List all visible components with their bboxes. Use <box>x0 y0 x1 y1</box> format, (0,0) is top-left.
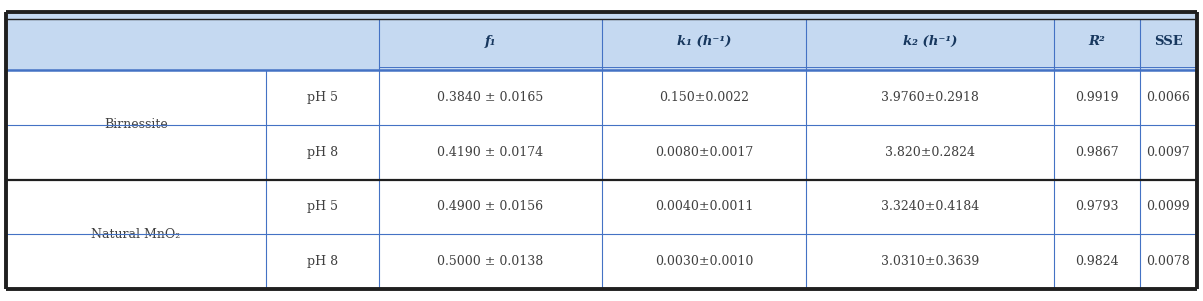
Text: 0.150±0.0022: 0.150±0.0022 <box>659 91 749 104</box>
Text: 3.3240±0.4184: 3.3240±0.4184 <box>881 200 979 213</box>
Text: 0.0097: 0.0097 <box>1146 146 1190 159</box>
Text: 0.9793: 0.9793 <box>1075 200 1119 213</box>
Bar <box>6 12 1197 70</box>
Text: pH 5: pH 5 <box>307 91 338 104</box>
Bar <box>6 70 1197 125</box>
Text: 0.0030±0.0010: 0.0030±0.0010 <box>654 255 753 268</box>
Text: 0.5000 ± 0.0138: 0.5000 ± 0.0138 <box>437 255 544 268</box>
Bar <box>6 180 1197 234</box>
Text: pH 8: pH 8 <box>307 146 338 159</box>
Bar <box>6 125 1197 180</box>
Text: 0.4190 ± 0.0174: 0.4190 ± 0.0174 <box>437 146 544 159</box>
Text: 3.820±0.2824: 3.820±0.2824 <box>885 146 976 159</box>
Text: pH 8: pH 8 <box>307 255 338 268</box>
Text: Birnessite: Birnessite <box>103 118 167 131</box>
Text: 3.9760±0.2918: 3.9760±0.2918 <box>882 91 979 104</box>
Text: 0.0066: 0.0066 <box>1146 91 1190 104</box>
Text: 0.0078: 0.0078 <box>1146 255 1190 268</box>
Text: 0.0099: 0.0099 <box>1146 200 1190 213</box>
Text: 0.9919: 0.9919 <box>1075 91 1119 104</box>
Text: k₂ (h⁻¹): k₂ (h⁻¹) <box>903 35 958 48</box>
Text: 0.0080±0.0017: 0.0080±0.0017 <box>654 146 753 159</box>
Text: 0.9824: 0.9824 <box>1075 255 1119 268</box>
Text: Natural MnO₂: Natural MnO₂ <box>91 228 180 241</box>
Text: 0.9867: 0.9867 <box>1075 146 1119 159</box>
Text: 3.0310±0.3639: 3.0310±0.3639 <box>881 255 979 268</box>
Text: k₁ (h⁻¹): k₁ (h⁻¹) <box>677 35 731 48</box>
Text: 0.4900 ± 0.0156: 0.4900 ± 0.0156 <box>437 200 544 213</box>
Text: R²: R² <box>1089 35 1106 48</box>
Bar <box>6 234 1197 289</box>
Text: SSE: SSE <box>1154 35 1183 48</box>
Text: 0.3840 ± 0.0165: 0.3840 ± 0.0165 <box>437 91 544 104</box>
Text: f₁: f₁ <box>485 35 496 48</box>
Text: pH 5: pH 5 <box>307 200 338 213</box>
Text: 0.0040±0.0011: 0.0040±0.0011 <box>654 200 753 213</box>
